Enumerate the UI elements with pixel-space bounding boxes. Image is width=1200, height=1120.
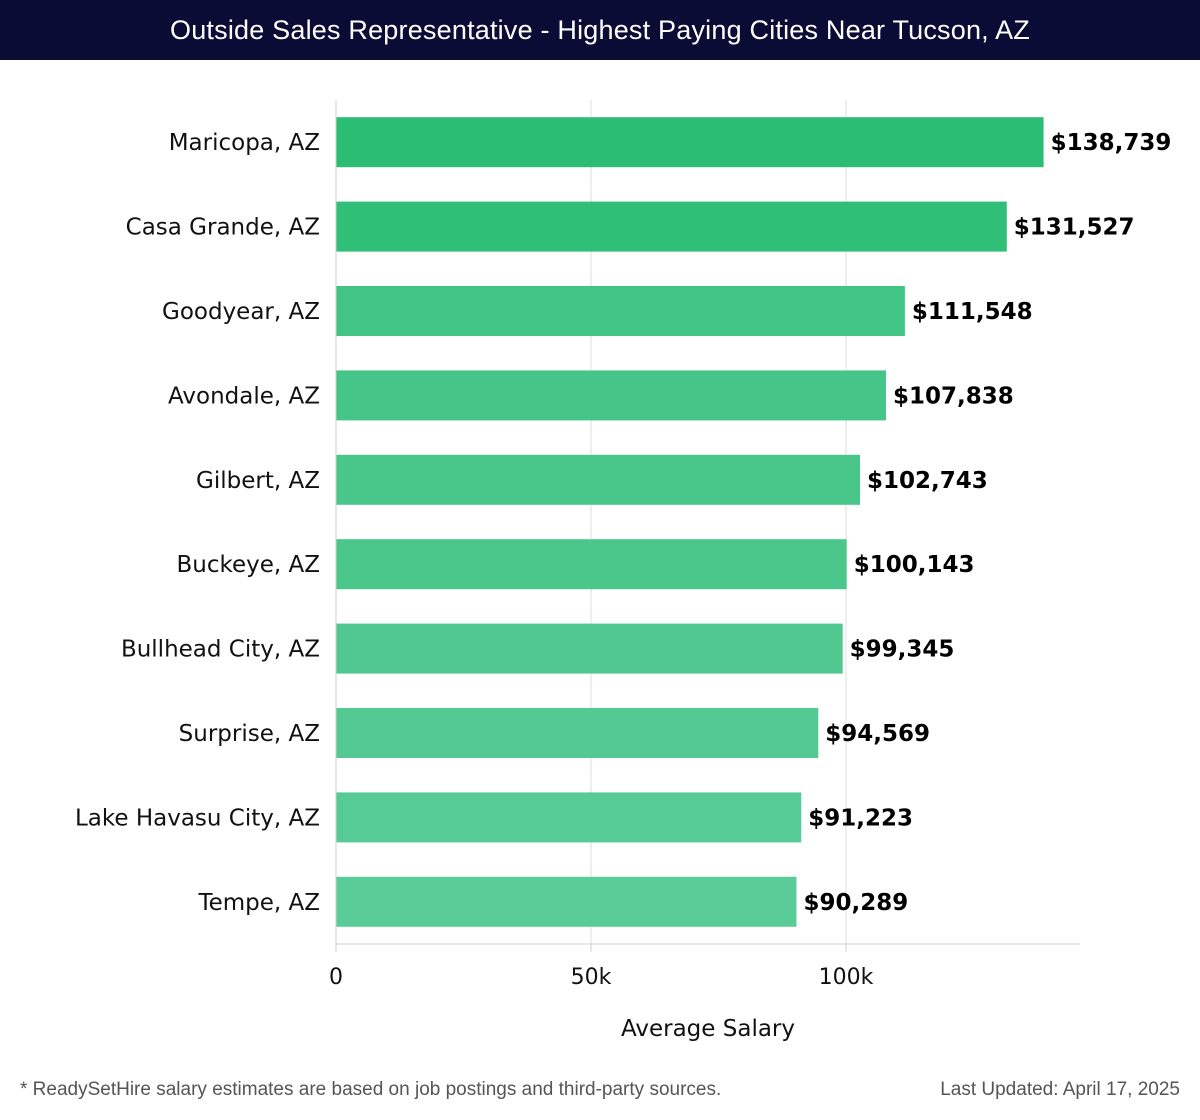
value-label: $99,345 — [850, 637, 955, 663]
last-updated: Last Updated: April 17, 2025 — [940, 1079, 1180, 1100]
value-label: $138,739 — [1051, 130, 1172, 156]
value-label: $94,569 — [825, 721, 930, 747]
bar-lake-havasu-city-az — [336, 792, 802, 843]
category-label: Surprise, AZ — [179, 721, 320, 747]
bar-tempe-az — [336, 876, 797, 927]
value-label: $102,743 — [867, 468, 988, 494]
bar-goodyear-az — [336, 286, 905, 336]
category-label: Casa Grande, AZ — [126, 215, 320, 241]
bar-bullhead-city-az — [336, 623, 843, 674]
bar-buckeye-az — [336, 539, 847, 590]
category-label: Buckeye, AZ — [176, 552, 320, 578]
bar-maricopa-az — [336, 117, 1044, 168]
value-label: $111,548 — [912, 299, 1033, 325]
category-label: Bullhead City, AZ — [121, 637, 320, 663]
value-label: $131,527 — [1014, 215, 1135, 241]
category-label: Maricopa, AZ — [169, 130, 320, 156]
category-label: Avondale, AZ — [168, 383, 320, 409]
value-label: $107,838 — [893, 383, 1014, 409]
x-tick-label: 50k — [571, 965, 612, 990]
value-label: $100,143 — [854, 552, 975, 578]
value-label: $91,223 — [808, 805, 913, 831]
axes: 0 50k 100k Maricopa, AZ $138,739 Casa Grande,… — [75, 100, 1171, 990]
category-label: Tempe, AZ — [197, 890, 320, 916]
x-tick-label: 0 — [329, 965, 343, 990]
value-label: $90,289 — [803, 890, 908, 916]
category-label: Goodyear, AZ — [162, 299, 320, 325]
bars — [336, 117, 1044, 927]
bar-gilbert-az — [336, 454, 860, 505]
bar-casa-grande-az — [336, 201, 1007, 252]
footer-note: * ReadySetHire salary estimates are base… — [20, 1079, 722, 1100]
salary-bar-chart: 0 50k 100k Maricopa, AZ $138,739 Casa Grande,… — [75, 100, 1171, 1042]
category-label: Gilbert, AZ — [196, 468, 320, 494]
bar-avondale-az — [336, 370, 886, 421]
x-tick-label: 100k — [819, 965, 874, 990]
x-axis-title: Average Salary — [621, 1016, 795, 1042]
category-label: Lake Havasu City, AZ — [75, 805, 320, 831]
chart-title: Outside Sales Representative - Highest P… — [0, 0, 1200, 60]
bar-surprise-az — [336, 708, 819, 758]
